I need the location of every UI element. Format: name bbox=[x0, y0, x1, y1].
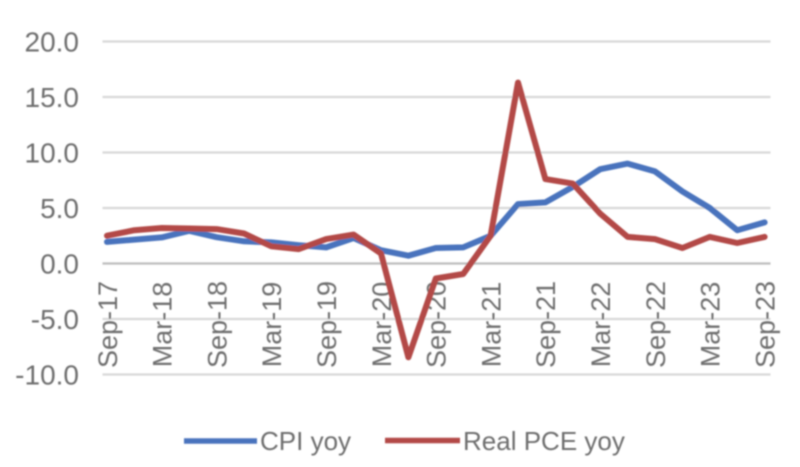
svg-text:Sep-20: Sep-20 bbox=[422, 281, 452, 368]
svg-text:Mar-22: Mar-22 bbox=[586, 282, 616, 368]
svg-text:Mar-19: Mar-19 bbox=[257, 282, 287, 368]
svg-text:CPI yoy: CPI yoy bbox=[260, 426, 351, 456]
svg-text:Sep-18: Sep-18 bbox=[202, 281, 232, 368]
svg-text:Mar-23: Mar-23 bbox=[696, 282, 726, 368]
svg-text:Sep-19: Sep-19 bbox=[312, 281, 342, 368]
svg-text:20.0: 20.0 bbox=[25, 27, 80, 58]
svg-text:Sep-22: Sep-22 bbox=[641, 281, 671, 368]
svg-text:5.0: 5.0 bbox=[40, 193, 79, 224]
svg-text:15.0: 15.0 bbox=[25, 82, 80, 113]
svg-text:Sep-21: Sep-21 bbox=[531, 281, 561, 368]
svg-text:Sep-23: Sep-23 bbox=[750, 281, 780, 368]
svg-text:Mar-18: Mar-18 bbox=[148, 282, 178, 368]
svg-text:Mar-21: Mar-21 bbox=[476, 282, 506, 368]
svg-text:10.0: 10.0 bbox=[25, 138, 80, 169]
svg-text:-5.0: -5.0 bbox=[31, 304, 79, 335]
svg-text:-10.0: -10.0 bbox=[15, 360, 79, 391]
svg-text:Real PCE yoy: Real PCE yoy bbox=[463, 426, 625, 456]
svg-text:0.0: 0.0 bbox=[40, 249, 79, 280]
svg-text:Sep-17: Sep-17 bbox=[93, 281, 123, 368]
